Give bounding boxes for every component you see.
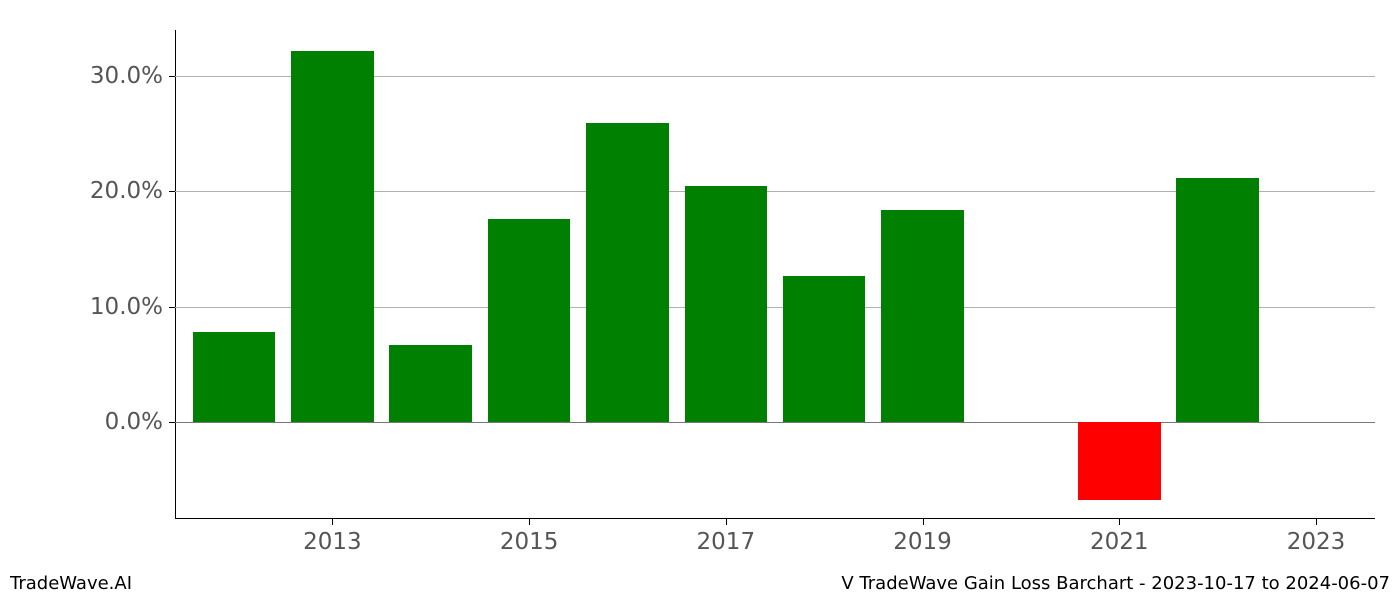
bar	[783, 276, 866, 422]
y-tick-label: 30.0%	[90, 63, 175, 89]
footer-right-text: V TradeWave Gain Loss Barchart - 2023-10…	[841, 573, 1390, 594]
y-tick-label: 0.0%	[105, 409, 175, 435]
bar	[685, 186, 768, 422]
bar	[1176, 178, 1259, 422]
zero-baseline	[175, 422, 1375, 423]
x-tick-label: 2023	[1287, 519, 1346, 555]
bar	[881, 210, 964, 422]
bar	[291, 51, 374, 422]
bar	[488, 219, 571, 422]
y-tick-label: 10.0%	[90, 294, 175, 320]
chart-container: 0.0% 10.0% 20.0% 30.0% 2013 2015 2017 2019 2021 2…	[0, 0, 1400, 600]
x-tick-label: 2017	[697, 519, 756, 555]
x-tick-label: 2015	[500, 519, 559, 555]
bar	[586, 123, 669, 422]
footer-left-text: TradeWave.AI	[10, 573, 132, 594]
bar	[193, 332, 276, 422]
bar	[389, 345, 472, 422]
x-tick-label: 2019	[893, 519, 952, 555]
x-tick-label: 2013	[303, 519, 362, 555]
plot-area: 0.0%10.0%20.0%30.0%201320152017201920212…	[175, 30, 1375, 520]
x-tick-label: 2021	[1090, 519, 1149, 555]
y-axis-spine	[175, 30, 176, 519]
y-tick-label: 20.0%	[90, 178, 175, 204]
bar	[1078, 422, 1161, 500]
